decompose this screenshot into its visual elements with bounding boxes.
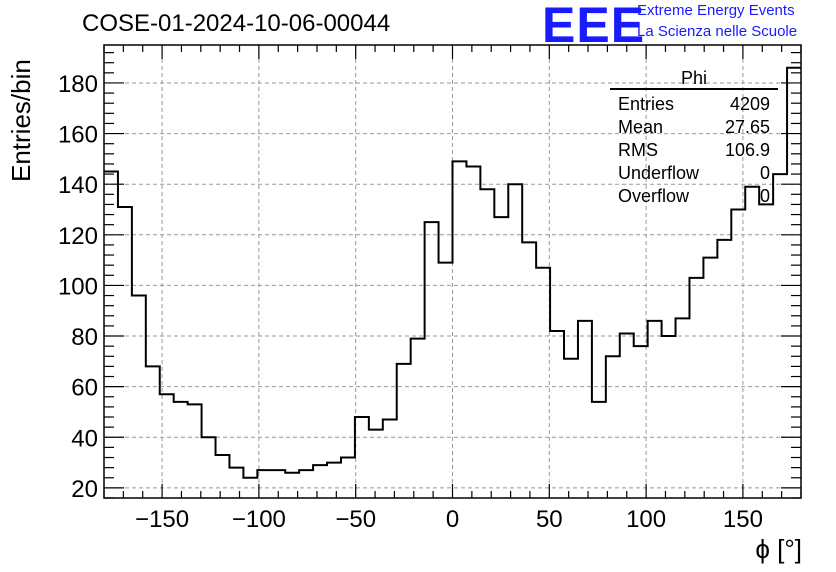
chart-title: COSE-01-2024-10-06-00044 bbox=[82, 10, 391, 37]
logo-caption-line1: Extreme Energy Events bbox=[637, 2, 795, 19]
eee-logo: EEE bbox=[542, 0, 646, 53]
stats-label: Underflow bbox=[618, 163, 700, 183]
stats-row-mean: Mean 27.65 bbox=[610, 116, 778, 139]
y-tick-label: 20 bbox=[71, 476, 98, 503]
x-axis-label: ϕ [°] bbox=[755, 534, 802, 564]
x-tick-label: −50 bbox=[335, 506, 376, 533]
stats-value: 27.65 bbox=[724, 117, 770, 137]
y-tick-label: 40 bbox=[71, 425, 98, 452]
stats-label: Entries bbox=[618, 94, 675, 114]
x-tick-label: 50 bbox=[536, 506, 563, 533]
y-tick-label: 80 bbox=[71, 324, 98, 351]
x-tick-label: 150 bbox=[723, 506, 763, 533]
stats-value: 4209 bbox=[729, 94, 770, 114]
y-tick-label: 120 bbox=[58, 223, 98, 250]
logo-caption-line2: La Scienza nelle Scuole bbox=[637, 23, 798, 40]
y-tick-label: 180 bbox=[58, 71, 98, 98]
stats-value: 0 bbox=[759, 186, 770, 206]
y-tick-label: 100 bbox=[58, 273, 98, 300]
stats-value: 0 bbox=[759, 163, 770, 183]
stats-value: 106.9 bbox=[724, 140, 770, 160]
x-tick-label: −100 bbox=[232, 506, 286, 533]
stats-row-overflow: Overflow 0 bbox=[610, 185, 778, 208]
stats-title: Phi bbox=[610, 68, 778, 90]
axis-ticks bbox=[103, 45, 802, 499]
stats-row-entries: Entries 4209 bbox=[610, 93, 778, 116]
stats-box: Phi Entries 4209 Mean 27.65 RMS 106.9 Un… bbox=[610, 68, 778, 208]
y-tick-label: 160 bbox=[58, 122, 98, 149]
stats-label: RMS bbox=[618, 140, 658, 160]
y-tick-label: 140 bbox=[58, 172, 98, 199]
axis-tick-labels: −150 −100 −50 0 50 100 150 20 40 60 80 100 120 140 160… bbox=[58, 71, 763, 533]
y-axis-label: Entries/bin bbox=[6, 59, 36, 182]
stats-row-rms: RMS 106.9 bbox=[610, 139, 778, 162]
stats-label: Mean bbox=[618, 117, 664, 137]
x-tick-label: 100 bbox=[626, 506, 666, 533]
x-tick-label: −150 bbox=[135, 506, 189, 533]
histogram-line bbox=[104, 66, 801, 479]
stats-label: Overflow bbox=[618, 186, 690, 206]
y-tick-label: 60 bbox=[71, 375, 98, 402]
x-tick-label: 0 bbox=[446, 506, 459, 533]
stats-row-underflow: Underflow 0 bbox=[610, 162, 778, 185]
